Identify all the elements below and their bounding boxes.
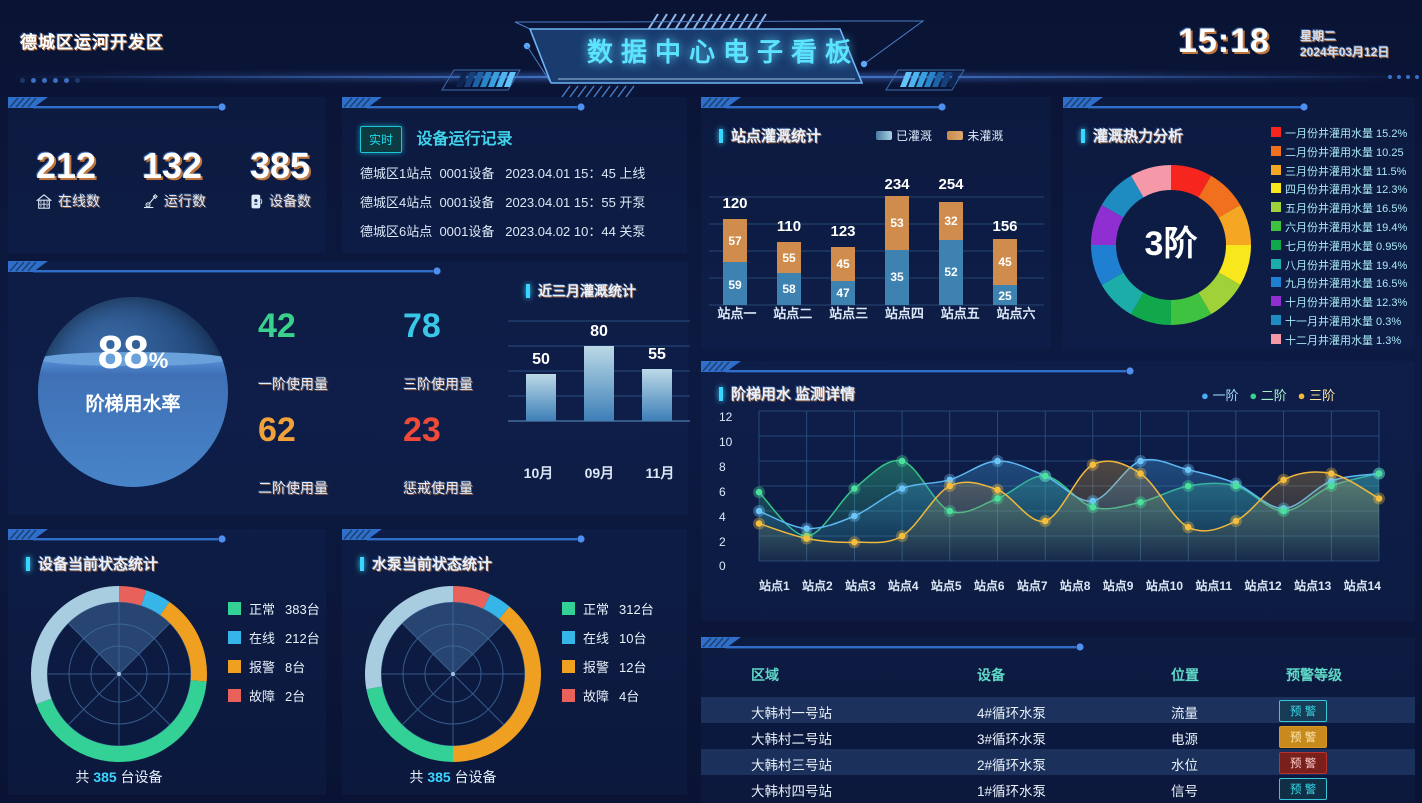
svg-text:55: 55 (648, 346, 666, 363)
svg-text:45: 45 (998, 255, 1012, 269)
svg-text:57: 57 (728, 234, 742, 248)
svg-text:156: 156 (992, 218, 1017, 235)
svg-text:25: 25 (998, 289, 1012, 303)
svg-text:110: 110 (777, 218, 801, 235)
svg-text:59: 59 (728, 278, 742, 292)
svg-text:254: 254 (938, 176, 964, 193)
svg-text:234: 234 (884, 176, 910, 193)
svg-text:32: 32 (944, 214, 958, 228)
svg-text:58: 58 (782, 282, 796, 296)
svg-text:55: 55 (782, 251, 796, 265)
svg-text:35: 35 (890, 270, 904, 284)
svg-text:3阶: 3阶 (1145, 225, 1198, 263)
svg-text:52: 52 (944, 265, 958, 279)
svg-text:120: 120 (722, 195, 747, 212)
svg-text:80: 80 (590, 323, 608, 340)
svg-text:47: 47 (836, 286, 850, 300)
svg-text:45: 45 (836, 257, 850, 271)
svg-text:123: 123 (830, 223, 855, 240)
svg-text:50: 50 (532, 351, 550, 368)
svg-text:53: 53 (890, 216, 904, 230)
